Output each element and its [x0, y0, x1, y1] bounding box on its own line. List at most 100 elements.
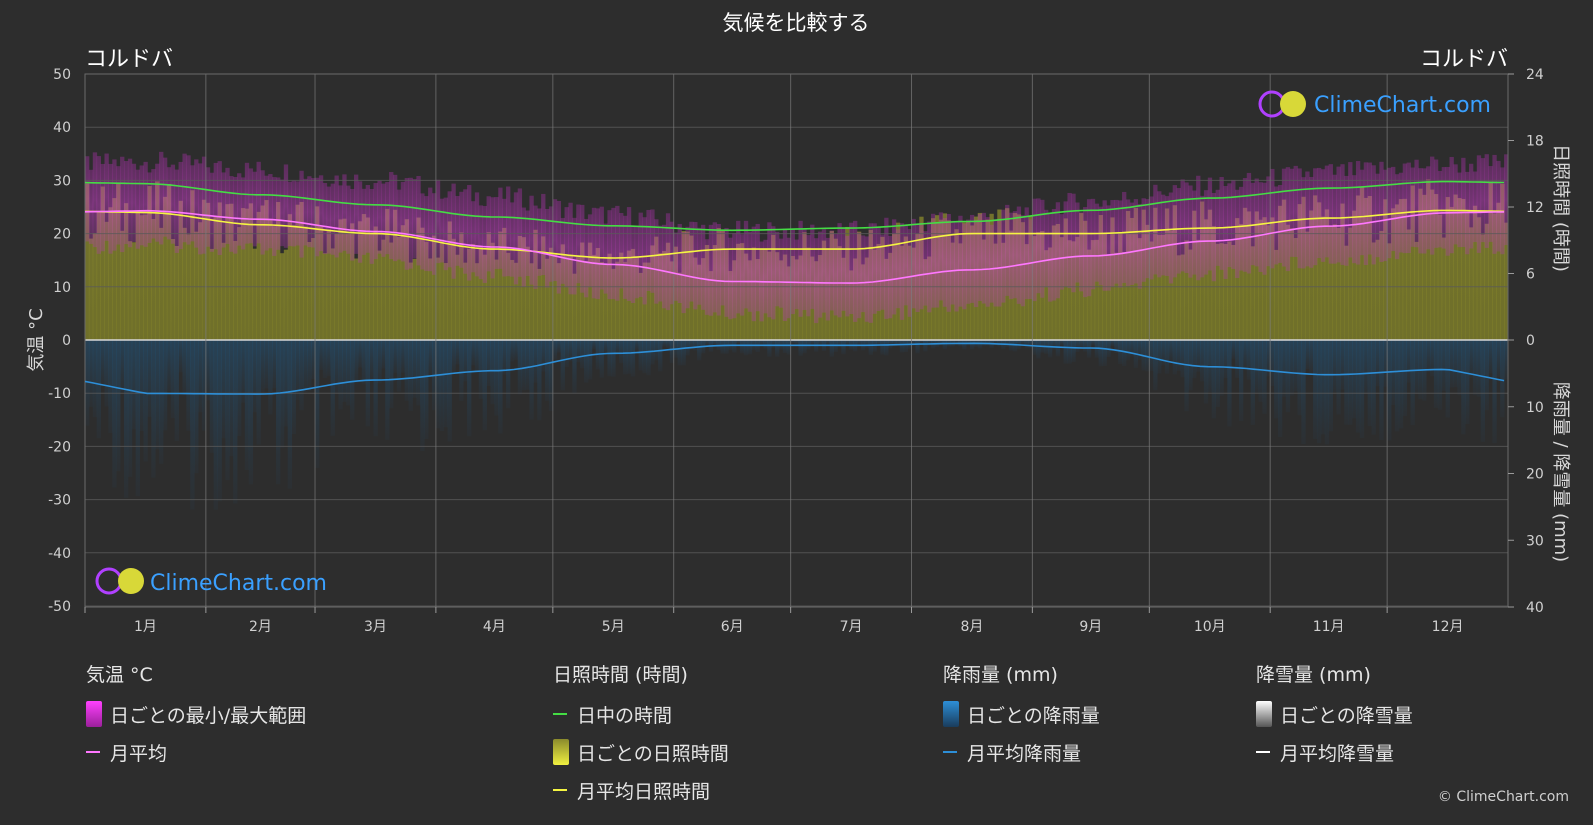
temp-range-bar [755, 223, 760, 312]
sunshine-bar [123, 203, 129, 340]
temp-range-bar [1484, 154, 1489, 248]
temp-range-bar [654, 219, 659, 304]
y-left-tick-label: -20 [48, 439, 71, 455]
sunshine-bar [1242, 207, 1248, 340]
sunshine-bar [1250, 246, 1255, 340]
rain-bar [1250, 340, 1255, 425]
sunshine-bar [287, 214, 293, 340]
sunshine-bar [127, 241, 133, 340]
rain-bar [439, 340, 445, 431]
temp-range-bar [1133, 199, 1139, 284]
rain-bar [1328, 340, 1333, 432]
rain-bar [127, 340, 133, 477]
x-tick-label: 9月 [1079, 619, 1102, 635]
temp-range-bar [1044, 209, 1049, 288]
temp-range-bar [233, 176, 238, 254]
temp-range-bar [1238, 186, 1244, 271]
sunshine-bar [537, 268, 542, 340]
rain-bar [346, 340, 351, 406]
temp-range-bar [693, 222, 698, 310]
sunshine-bar [568, 255, 573, 340]
rain-bar [291, 340, 296, 434]
rain-bar [459, 340, 464, 401]
temp-range-bar [361, 188, 367, 255]
rain-bar [903, 340, 909, 352]
rain-bar [1445, 340, 1450, 418]
rain-bar [1075, 340, 1080, 352]
temp-range-bar [560, 217, 565, 284]
temp-range-bar [1063, 201, 1068, 287]
temp-range-bar [981, 212, 986, 304]
temp-range-bar [404, 178, 409, 270]
sunshine-bar [233, 240, 238, 340]
rain-bar [572, 340, 577, 394]
temp-range-bar [716, 223, 721, 316]
rain-bar [498, 340, 503, 434]
temp-range-bar [237, 173, 242, 246]
sunshine-bar [447, 221, 452, 340]
sunshine-bar [1449, 206, 1454, 340]
temp-range-bar [498, 187, 503, 269]
temp-range-bar [318, 175, 324, 252]
sunshine-bar [108, 207, 113, 340]
y-axis-right-top-label: 日照時間 (時間) [1550, 144, 1571, 272]
rain-bar [1254, 340, 1259, 393]
temp-range-bar [732, 233, 737, 319]
temp-range-bar [435, 179, 441, 264]
rain-bar [435, 340, 441, 429]
rain-bar [1176, 340, 1181, 371]
rain-bar [151, 340, 156, 478]
rain-bar [790, 340, 795, 344]
temp-range-bar [642, 217, 647, 305]
rain-bar [295, 340, 300, 401]
sunshine-bar [1289, 228, 1294, 340]
sunshine-bar [1465, 212, 1470, 340]
temp-range-bar [911, 218, 916, 309]
temp-range-bar [155, 163, 160, 242]
rain-bar [1024, 340, 1029, 349]
sunshine-bar [1340, 203, 1345, 340]
temp-range-bar [872, 223, 877, 314]
rain-bar [739, 340, 745, 354]
rain-bar [315, 340, 320, 468]
sunshine-bar [1090, 240, 1096, 340]
sunshine-bar [502, 227, 507, 340]
temp-range-bar [817, 231, 823, 318]
sunshine-bar [201, 199, 207, 340]
rain-bar [837, 340, 842, 348]
x-tick-label: 11月 [1313, 619, 1345, 635]
sunshine-bar [474, 263, 480, 340]
sunshine-bar [572, 273, 577, 340]
rain-bar [330, 340, 335, 436]
sunshine-bar [623, 261, 628, 340]
temp-range-bar [591, 207, 597, 299]
sunshine-bar [1484, 223, 1489, 340]
temp-range-bar [311, 178, 316, 248]
rain-bar [1047, 340, 1053, 358]
sunshine-bar [182, 227, 187, 340]
temp-range-bar [1355, 161, 1361, 265]
temp-range-bar [1047, 212, 1053, 302]
sunshine-bar [396, 236, 402, 340]
temp-range-bar [252, 171, 257, 247]
temp-range-bar [190, 165, 195, 242]
sunshine-bar [1492, 213, 1497, 340]
rain-bar [1281, 340, 1287, 397]
temp-range-bar [1453, 164, 1458, 245]
rain-bar [1215, 340, 1220, 407]
rain-bar [1504, 340, 1508, 380]
temp-range-bar [782, 228, 788, 321]
sunshine-bar [100, 186, 105, 340]
rain-bar [1168, 340, 1174, 360]
temp-range-bar [1281, 168, 1287, 267]
sunshine-bar [248, 203, 254, 340]
rain-bar [697, 340, 702, 361]
temp-range-bar [268, 174, 273, 249]
temp-range-bar [556, 200, 562, 294]
rain-bar [1476, 340, 1482, 397]
temp-range-bar [736, 220, 741, 314]
sunshine-bar [615, 261, 620, 340]
rain-bar [938, 340, 944, 345]
temp-range-bar [931, 213, 936, 308]
y-right-top-tick-label: 0 [1526, 333, 1535, 349]
